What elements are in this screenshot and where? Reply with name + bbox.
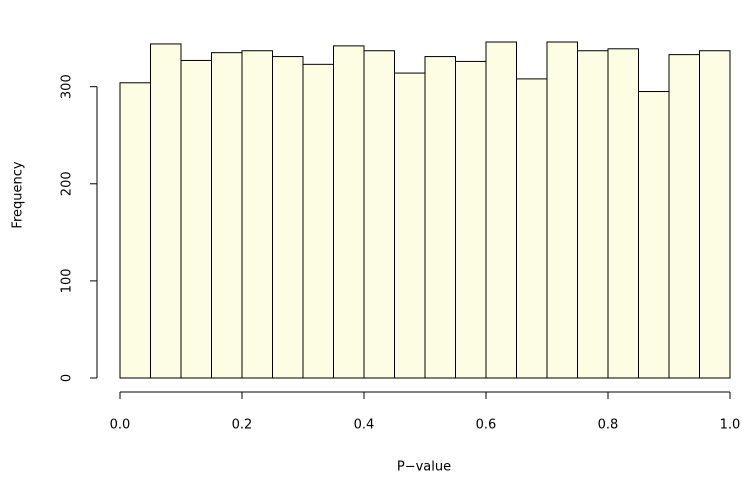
x-tick-label: 0.4: [354, 418, 375, 433]
x-axis-label: P−value: [397, 460, 451, 475]
x-tick-label: 1.0: [720, 418, 741, 433]
bar: [424, 56, 456, 379]
bar: [485, 41, 517, 379]
bar: [394, 72, 426, 379]
bar: [119, 82, 151, 379]
bar: [516, 78, 548, 379]
bar: [577, 50, 609, 379]
x-tick-label: 0.8: [598, 418, 619, 433]
x-tick-label: 0.0: [110, 418, 131, 433]
bar: [668, 54, 700, 379]
bar: [150, 43, 182, 379]
y-tick-label: 200: [60, 171, 75, 196]
y-tick-label: 0: [60, 374, 75, 382]
bar: [607, 48, 639, 379]
bar: [333, 45, 365, 379]
bar: [302, 63, 334, 379]
bar: [546, 41, 578, 379]
bar: [272, 56, 304, 379]
y-axis-label: Frequency: [11, 161, 26, 228]
bar: [241, 50, 273, 379]
bar: [638, 91, 670, 379]
x-tick-label: 0.6: [476, 418, 497, 433]
bar: [699, 50, 731, 379]
bar: [455, 60, 487, 379]
y-tick-label: 100: [60, 268, 75, 293]
x-tick-label: 0.2: [232, 418, 253, 433]
y-tick-label: 300: [60, 74, 75, 99]
bar: [211, 52, 243, 379]
bar: [180, 59, 212, 379]
bar: [363, 50, 395, 379]
